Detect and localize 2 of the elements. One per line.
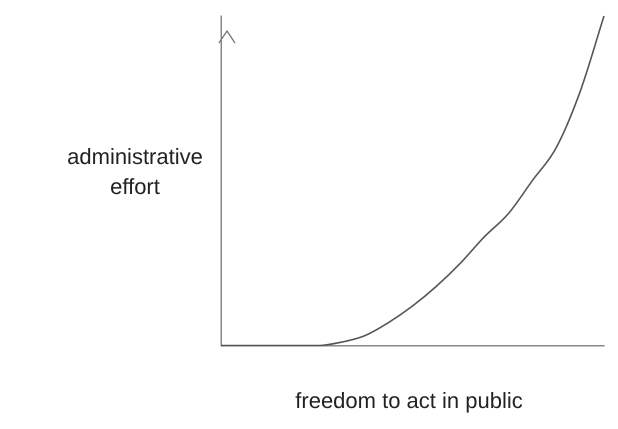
x-axis-title: freedom to act in public bbox=[294, 388, 524, 414]
y-axis-title: administrative effort bbox=[66, 143, 204, 201]
